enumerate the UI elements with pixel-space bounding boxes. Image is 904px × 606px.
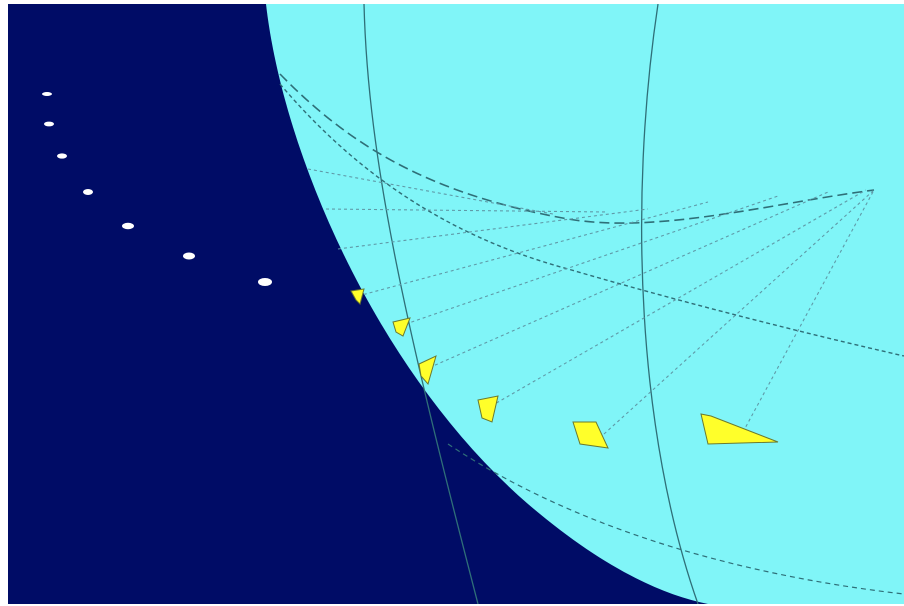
projection-line [325, 208, 609, 213]
projected-shape-1 [350, 288, 365, 305]
outer-dot [122, 222, 134, 230]
sphere-surface [266, 4, 904, 604]
projection-line [423, 191, 829, 371]
projection-line [399, 195, 779, 327]
latitude-arcs [279, 73, 904, 595]
projected-shape-2 [392, 317, 411, 337]
latitude-arc-upper [279, 73, 875, 224]
projection-line [357, 201, 709, 297]
outer-dot [57, 153, 67, 159]
outer-dot [183, 252, 195, 260]
projected-shapes [350, 288, 779, 449]
sphere-projection-diagram [8, 4, 904, 604]
projected-shape-3 [418, 355, 437, 386]
projected-shape-6 [700, 413, 779, 445]
diagram-container [8, 4, 904, 604]
latitude-arc-middle [279, 83, 904, 357]
meridian-line-right [640, 4, 699, 604]
projection-line [337, 208, 649, 250]
meridian-line-left [363, 4, 479, 604]
outer-dots [42, 92, 272, 286]
outer-dot [42, 92, 52, 96]
projection-line [485, 189, 867, 410]
outer-dot [258, 278, 272, 286]
projection-lines [307, 168, 875, 435]
meridian-lines [363, 4, 699, 604]
projected-shape-4 [477, 395, 499, 423]
projected-shape-5 [572, 421, 609, 449]
outer-dot [83, 189, 93, 195]
latitude-arc-lower [447, 443, 904, 595]
projection-line [742, 189, 875, 433]
outer-dot [44, 121, 54, 127]
projection-line [603, 189, 875, 435]
